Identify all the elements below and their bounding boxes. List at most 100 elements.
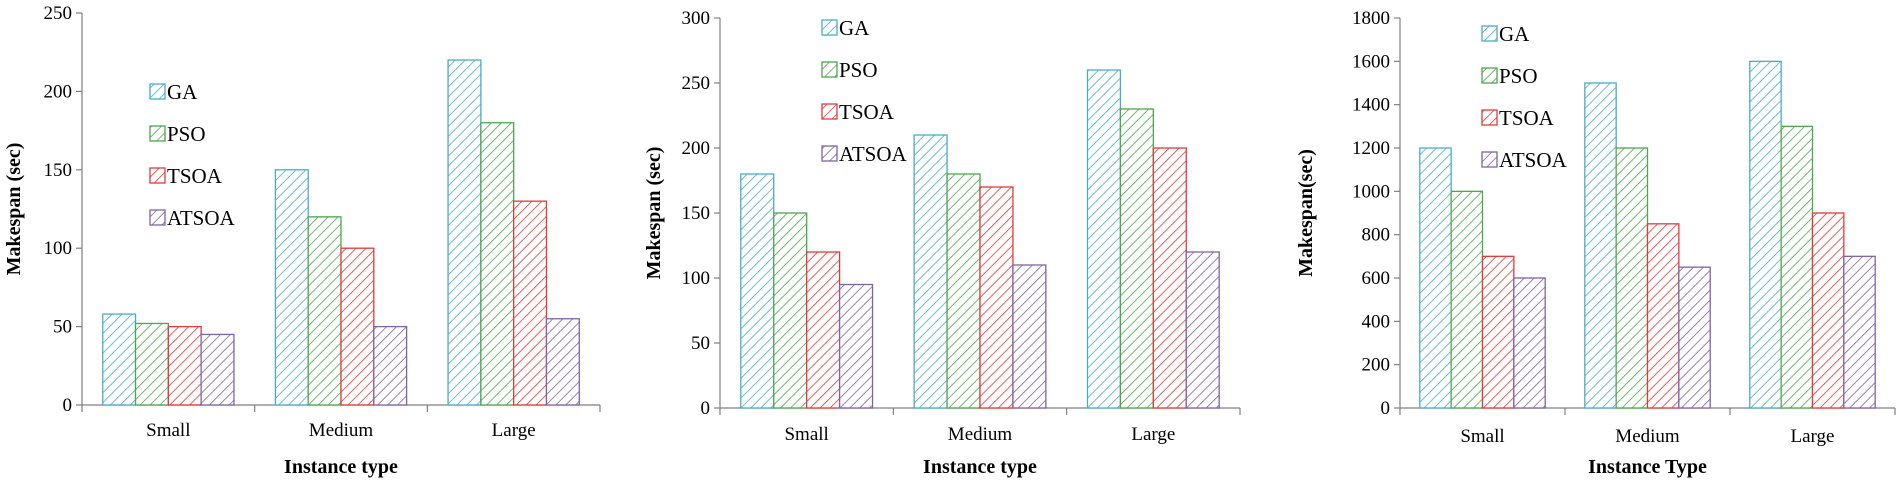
- bar-ga-large: [1749, 60, 1782, 409]
- y-tick-label: 50: [53, 317, 72, 338]
- legend-label-atsoa: ATSOA: [167, 206, 236, 230]
- legend-label-ga: GA: [167, 80, 198, 104]
- y-tick-label: 200: [682, 138, 711, 159]
- bar-tsoa-large: [1152, 147, 1187, 409]
- bar-pso-medium: [946, 173, 981, 409]
- legend-swatch-tsoa: [1481, 109, 1498, 126]
- y-tick-label: 150: [44, 160, 73, 181]
- legend-swatch-ga: [1481, 25, 1498, 42]
- bar-tsoa-medium: [1646, 223, 1680, 409]
- bar-pso-medium: [307, 216, 342, 406]
- bar-ga-medium: [274, 169, 309, 406]
- y-tick-label: 0: [63, 395, 73, 416]
- legend-swatch-pso: [1481, 67, 1498, 84]
- y-tick-label: 1400: [1352, 95, 1390, 116]
- bar-ga-small: [102, 313, 137, 406]
- chart-large-scale: 0 200 400 600 800 1000 1200 1400 1600 1800 Small Me…: [1295, 8, 1896, 478]
- legend-swatch-atsoa: [1481, 151, 1498, 168]
- x-category-label: Large: [1131, 424, 1175, 445]
- legend-label-atsoa: ATSOA: [1499, 148, 1568, 172]
- x-axis-title: Instance type: [923, 456, 1037, 478]
- legend-label-tsoa: TSOA: [839, 100, 895, 124]
- bar-tsoa-medium: [979, 186, 1014, 409]
- x-axis-title: Instance type: [284, 456, 398, 478]
- bar-ga-small: [1419, 147, 1452, 409]
- bar-tsoa-large: [513, 200, 548, 406]
- bar-ga-large: [447, 59, 482, 406]
- y-tick-label: 0: [1381, 398, 1391, 419]
- x-category-label: Large: [492, 420, 536, 441]
- y-tick-label: 250: [682, 73, 711, 94]
- y-tick-label: 100: [44, 238, 73, 259]
- bar-atsoa-large: [1185, 251, 1220, 409]
- x-category-label: Medium: [1615, 426, 1680, 447]
- y-tick-label: 300: [682, 8, 711, 29]
- bar-pso-small: [1450, 190, 1484, 409]
- bar-ga-medium: [1584, 82, 1617, 409]
- bar-atsoa-large: [545, 318, 580, 406]
- bar-tsoa-small: [167, 325, 202, 406]
- bar-atsoa-medium: [1678, 266, 1711, 409]
- bar-atsoa-medium: [373, 325, 408, 406]
- bar-tsoa-small: [806, 251, 841, 409]
- bar-atsoa-small: [838, 283, 874, 409]
- bar-ga-medium: [913, 134, 948, 409]
- x-axis-title: Instance Type: [1588, 456, 1707, 478]
- y-tick-label: 1000: [1352, 181, 1390, 202]
- legend-label-ga: GA: [839, 16, 870, 40]
- bar-tsoa-medium: [340, 247, 375, 406]
- y-tick-label: 150: [682, 203, 711, 224]
- legend-swatch-pso: [821, 61, 838, 78]
- bar-pso-large: [1780, 125, 1814, 409]
- x-category-label: Small: [146, 420, 190, 441]
- bar-pso-medium: [1615, 147, 1649, 409]
- x-category-label: Small: [784, 424, 828, 445]
- legend-label-ga: GA: [1499, 22, 1530, 46]
- bar-ga-small: [740, 173, 775, 409]
- x-category-label: Medium: [309, 420, 374, 441]
- bar-atsoa-small: [200, 333, 235, 406]
- bar-pso-large: [480, 122, 515, 406]
- bar-pso-small: [134, 322, 169, 406]
- chart-small-scale: 0 50 100 150 200 250 Small Medium Large Instance …: [3, 3, 601, 478]
- y-tick-label: 0: [701, 398, 711, 419]
- bar-atsoa-medium: [1012, 264, 1047, 409]
- legend-swatch-atsoa: [821, 145, 838, 162]
- legend-label-tsoa: TSOA: [167, 164, 223, 188]
- y-axis-title: Makespan (sec): [3, 143, 25, 276]
- y-tick-label: 50: [691, 333, 710, 354]
- y-tick-label: 800: [1362, 225, 1391, 246]
- y-tick-label: 100: [682, 268, 711, 289]
- x-category-label: Large: [1791, 426, 1835, 447]
- y-tick-label: 1200: [1352, 138, 1390, 159]
- bar-ga-large: [1086, 69, 1122, 409]
- legend-label-tsoa: TSOA: [1499, 106, 1555, 130]
- y-tick-label: 1800: [1352, 8, 1390, 29]
- bar-pso-small: [773, 212, 808, 409]
- y-tick-label: 1600: [1352, 51, 1390, 72]
- bar-tsoa-small: [1481, 255, 1515, 409]
- legend-label-pso: PSO: [1499, 64, 1538, 88]
- chart-mid-scale: 0 50 100 150 200 250 300 Small Medium Large Instan…: [643, 8, 1241, 478]
- y-tick-label: 250: [44, 3, 73, 24]
- y-tick-label: 200: [44, 81, 73, 102]
- y-tick-label: 600: [1362, 268, 1391, 289]
- y-axis-title: Makespan (sec): [643, 147, 665, 280]
- y-tick-label: 200: [1362, 355, 1391, 376]
- legend-swatch-ga: [821, 19, 838, 36]
- legend-swatch-pso: [149, 125, 166, 142]
- x-category-label: Small: [1460, 426, 1504, 447]
- y-tick-label: 400: [1362, 311, 1391, 332]
- bar-atsoa-large: [1843, 255, 1876, 409]
- legend-label-atsoa: ATSOA: [839, 142, 908, 166]
- legend-label-pso: PSO: [839, 58, 878, 82]
- x-category-label: Medium: [948, 424, 1013, 445]
- legend-label-pso: PSO: [167, 122, 206, 146]
- legend-swatch-atsoa: [149, 209, 166, 226]
- legend-swatch-tsoa: [821, 103, 838, 120]
- y-axis-title: Makespan(sec): [1295, 149, 1317, 277]
- bar-pso-large: [1119, 108, 1154, 409]
- legend-swatch-tsoa: [149, 167, 166, 184]
- bar-tsoa-large: [1811, 212, 1845, 409]
